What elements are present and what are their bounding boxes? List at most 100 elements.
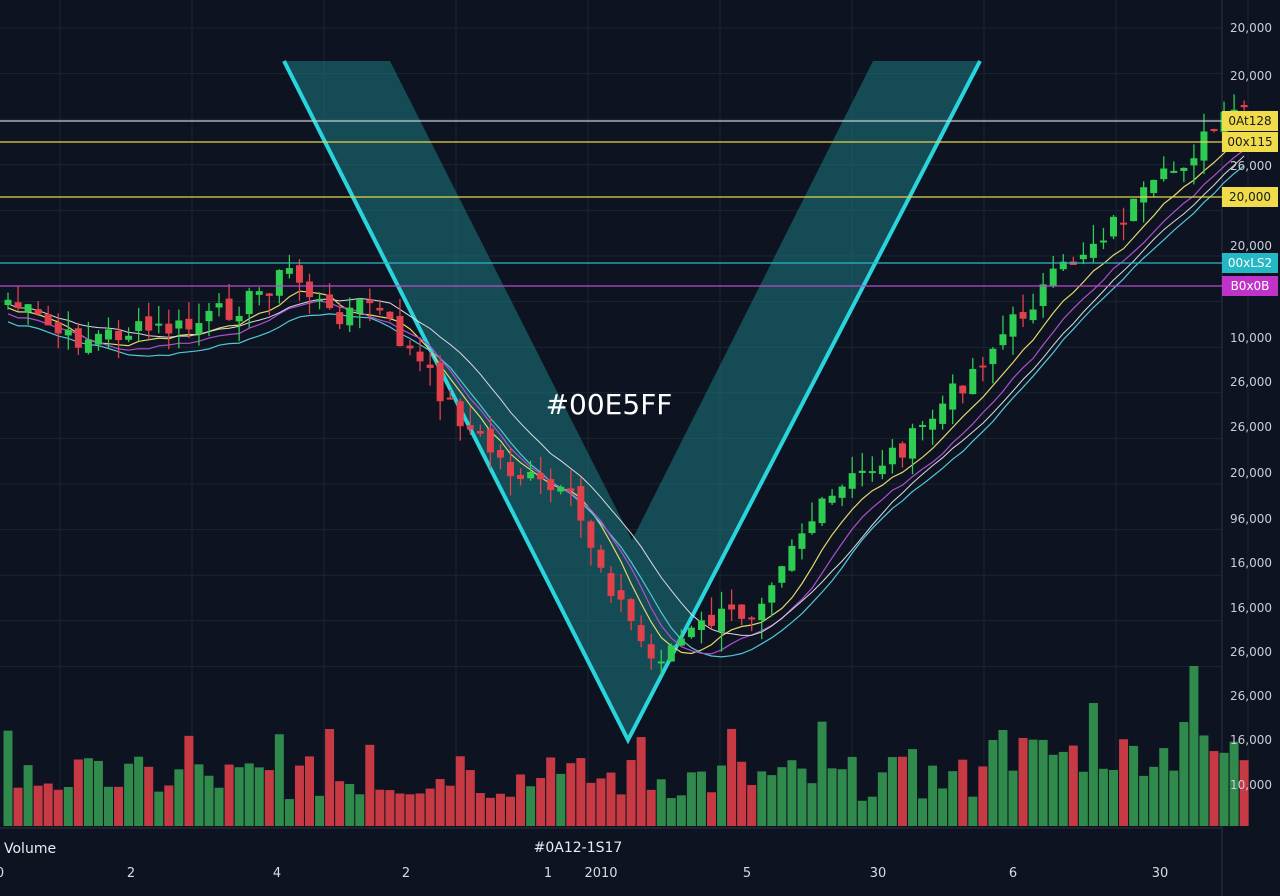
candle-body [476, 431, 484, 434]
volume-bar [1008, 770, 1018, 826]
candle-body [557, 486, 565, 492]
price-tick-label: 96,000 [1230, 512, 1272, 526]
candle [999, 315, 1007, 350]
volume-bar [928, 765, 938, 826]
volume-bar [546, 757, 556, 826]
volume-bar [63, 786, 73, 826]
candle-body [115, 330, 123, 341]
candle-body [1120, 222, 1128, 225]
candle-body [346, 307, 354, 326]
candle [597, 544, 605, 573]
level-tag [1222, 187, 1278, 207]
candle-body [507, 462, 514, 477]
volume-bar [877, 772, 887, 826]
candle [808, 502, 816, 535]
volume-bar [807, 783, 817, 826]
volume-bar [93, 760, 103, 826]
candle-body [1059, 261, 1067, 270]
candle-body [295, 265, 303, 283]
candle [306, 273, 313, 314]
volume-bar [606, 772, 616, 826]
candle-body [798, 533, 806, 549]
candle [939, 395, 947, 430]
level-tag [1222, 132, 1278, 152]
candle [235, 306, 243, 342]
candle-body [225, 298, 233, 320]
volume-bar [1018, 737, 1028, 826]
volume-bar [204, 775, 214, 826]
candle [1130, 198, 1138, 222]
candle [1079, 242, 1087, 265]
candle [406, 340, 414, 356]
volume-bar [1058, 751, 1068, 826]
candle-body [1130, 198, 1138, 222]
price-tick-label: 20,000 [1230, 239, 1272, 253]
volume-bar [887, 757, 897, 826]
candle-body [637, 625, 645, 642]
volume-bar [33, 785, 43, 826]
volume-bar [194, 764, 204, 826]
candle [858, 452, 866, 487]
candle [557, 485, 565, 495]
volume-bar [1199, 735, 1209, 826]
volume-bar [1119, 739, 1129, 826]
candle-body [718, 608, 726, 632]
candle-body [64, 329, 72, 336]
candle-body [275, 270, 283, 296]
level-tag-label: 20,000 [1229, 190, 1271, 204]
volume-bar [174, 769, 184, 826]
candle [969, 357, 977, 395]
candle [155, 305, 163, 334]
v-channel-edge [282, 60, 982, 745]
volume-bar [124, 763, 134, 826]
volume-bar [707, 792, 716, 826]
candle-body [858, 470, 866, 473]
volume-bar [415, 793, 425, 826]
volume-bar [556, 773, 566, 826]
candle-body [1160, 168, 1168, 180]
candle [1210, 128, 1218, 133]
price-tick-label: 16,000 [1230, 556, 1272, 570]
candle-body [657, 661, 665, 664]
price-tick-label: 26,000 [1230, 375, 1272, 389]
candle [1049, 256, 1057, 289]
candle [587, 519, 595, 566]
candle-body [647, 644, 655, 659]
candle [346, 297, 354, 332]
candle [486, 416, 494, 469]
volume-bar [134, 756, 144, 826]
volume-bar [666, 798, 676, 826]
candle [326, 283, 334, 310]
volume-bar [656, 779, 666, 826]
volume-bar [485, 797, 495, 826]
candle [919, 420, 927, 441]
candle-body [285, 268, 293, 274]
candle-body [1170, 170, 1178, 173]
volume-bar [837, 769, 847, 826]
volume-bar [847, 756, 857, 826]
volume-bar [244, 763, 254, 826]
candle-body [1240, 105, 1248, 108]
volume-bar [1189, 666, 1199, 826]
candle-body [788, 545, 796, 571]
candle [1190, 144, 1198, 185]
volume-bar [1068, 745, 1078, 826]
candle [1200, 113, 1208, 174]
candle [898, 441, 906, 468]
volume-bar [1149, 766, 1159, 826]
candle-body [486, 428, 494, 453]
volume-bar [616, 794, 626, 826]
candle-body [768, 585, 776, 603]
price-tick-label: 26,000 [1230, 420, 1272, 434]
candle-body [517, 474, 525, 479]
candle [1240, 100, 1248, 111]
candle-body [1230, 109, 1238, 112]
candle-body [74, 328, 82, 348]
volume-bar [365, 744, 375, 826]
volume-bar [908, 749, 917, 826]
candle-body [84, 339, 92, 353]
price-tick-label: 20,000 [1230, 21, 1272, 35]
candle-body [125, 335, 133, 340]
candle [547, 468, 555, 503]
volume-bar [526, 786, 536, 826]
